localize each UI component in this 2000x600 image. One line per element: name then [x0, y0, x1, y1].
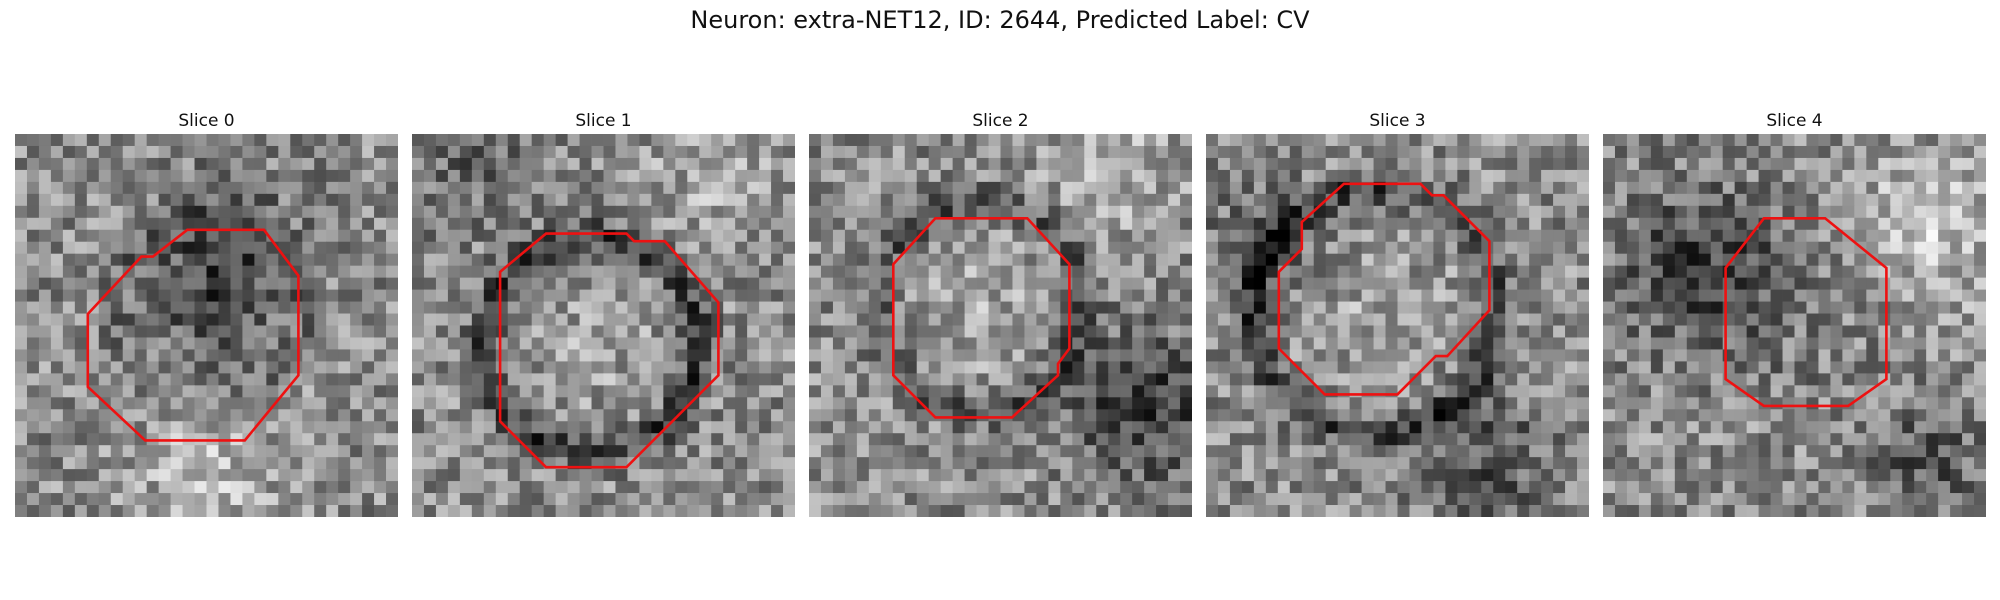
roi-outline: [1724, 217, 1888, 408]
slice-image: [1603, 134, 1986, 517]
slice-image: [809, 134, 1192, 517]
slice-panel-0: Slice 0: [15, 108, 398, 517]
slice-panel-3: Slice 3: [1206, 108, 1589, 517]
slice-image: [412, 134, 795, 517]
slice-title: Slice 1: [575, 111, 632, 131]
slice-panel-4: Slice 4: [1603, 108, 1986, 517]
slice-title: Slice 4: [1766, 111, 1823, 131]
figure-title: Neuron: extra-NET12, ID: 2644, Predicted…: [690, 6, 1310, 34]
slice-panel-2: Slice 2: [809, 108, 1192, 517]
slice-title: Slice 0: [178, 111, 235, 131]
slice-image: [1206, 134, 1589, 517]
roi-outline: [86, 228, 300, 442]
slice-panel-1: Slice 1: [412, 108, 795, 517]
slice-title: Slice 2: [972, 111, 1029, 131]
roi-outline: [1277, 182, 1491, 396]
roi-outline: [892, 217, 1071, 419]
slice-image: [15, 134, 398, 517]
roi-outline: [498, 232, 720, 469]
slice-title: Slice 3: [1369, 111, 1426, 131]
